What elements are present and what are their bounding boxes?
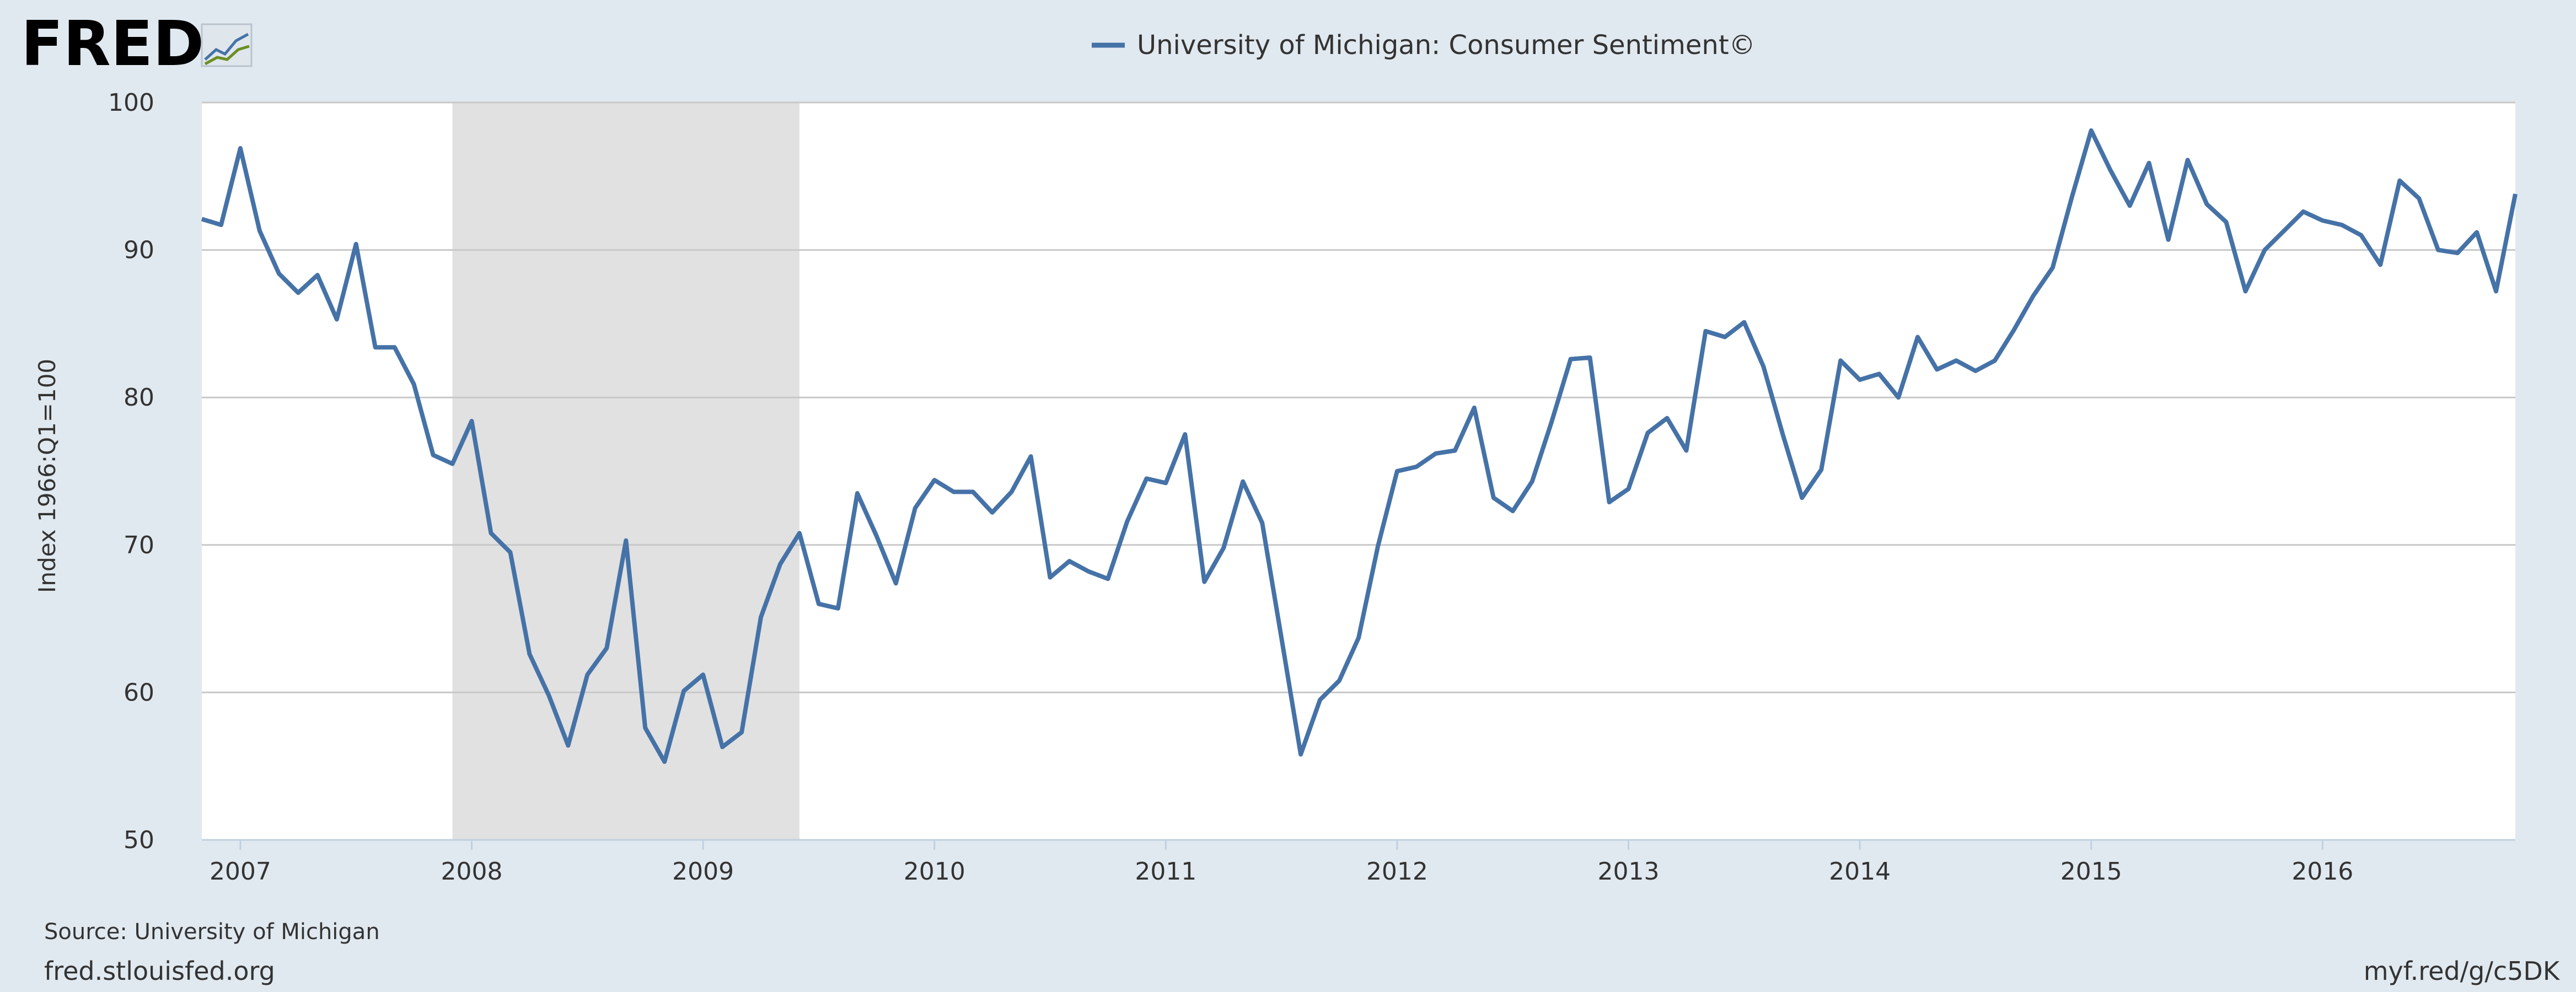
x-tick-label: 2008 — [441, 858, 503, 886]
source-note: Source: University of Michigan — [44, 919, 380, 945]
fred-logo[interactable]: FRED — [21, 8, 253, 80]
fred-logo-text: FRED — [21, 8, 204, 80]
x-tick-label: 2010 — [904, 858, 965, 886]
series-line — [201, 128, 2518, 764]
x-tick-label: 2011 — [1135, 858, 1196, 886]
y-tick-label: 100 — [108, 89, 154, 117]
legend-label: University of Michigan: Consumer Sentime… — [1137, 30, 1756, 61]
y-tick-label: 50 — [124, 826, 154, 854]
x-tick-label: 2015 — [2060, 858, 2122, 886]
grid-layer — [202, 101, 2515, 693]
series-layer — [201, 128, 2518, 764]
recession-band — [452, 103, 799, 840]
fred-chart-icon — [201, 23, 253, 67]
y-tick-label: 70 — [124, 531, 154, 559]
recession-layer — [452, 103, 799, 840]
short-url-link[interactable]: myf.red/g/c5DK — [2364, 956, 2561, 986]
x-tick-label: 2013 — [1598, 858, 1660, 886]
fred-url-link[interactable]: fred.stlouisfed.org — [44, 956, 275, 986]
x-axis: 2007 2008 2009 2010 2011 2012 2013 2014 2015 2016 — [202, 839, 2515, 886]
x-tick-label: 2014 — [1829, 858, 1891, 886]
y-tick-label: 80 — [124, 384, 154, 412]
legend: University of Michigan: Consumer Sentime… — [1092, 30, 1756, 61]
y-axis-label: Index 1966:Q1=100 — [34, 359, 61, 593]
x-tick-label: 2012 — [1366, 858, 1428, 886]
y-axis: 50 60 70 80 90 100 — [108, 89, 154, 854]
y-tick-label: 60 — [124, 678, 154, 707]
y-tick-label: 90 — [124, 236, 154, 265]
x-tick-label: 2007 — [210, 858, 271, 886]
x-tick-label: 2016 — [2291, 858, 2353, 886]
x-tick-label: 2009 — [672, 858, 734, 886]
